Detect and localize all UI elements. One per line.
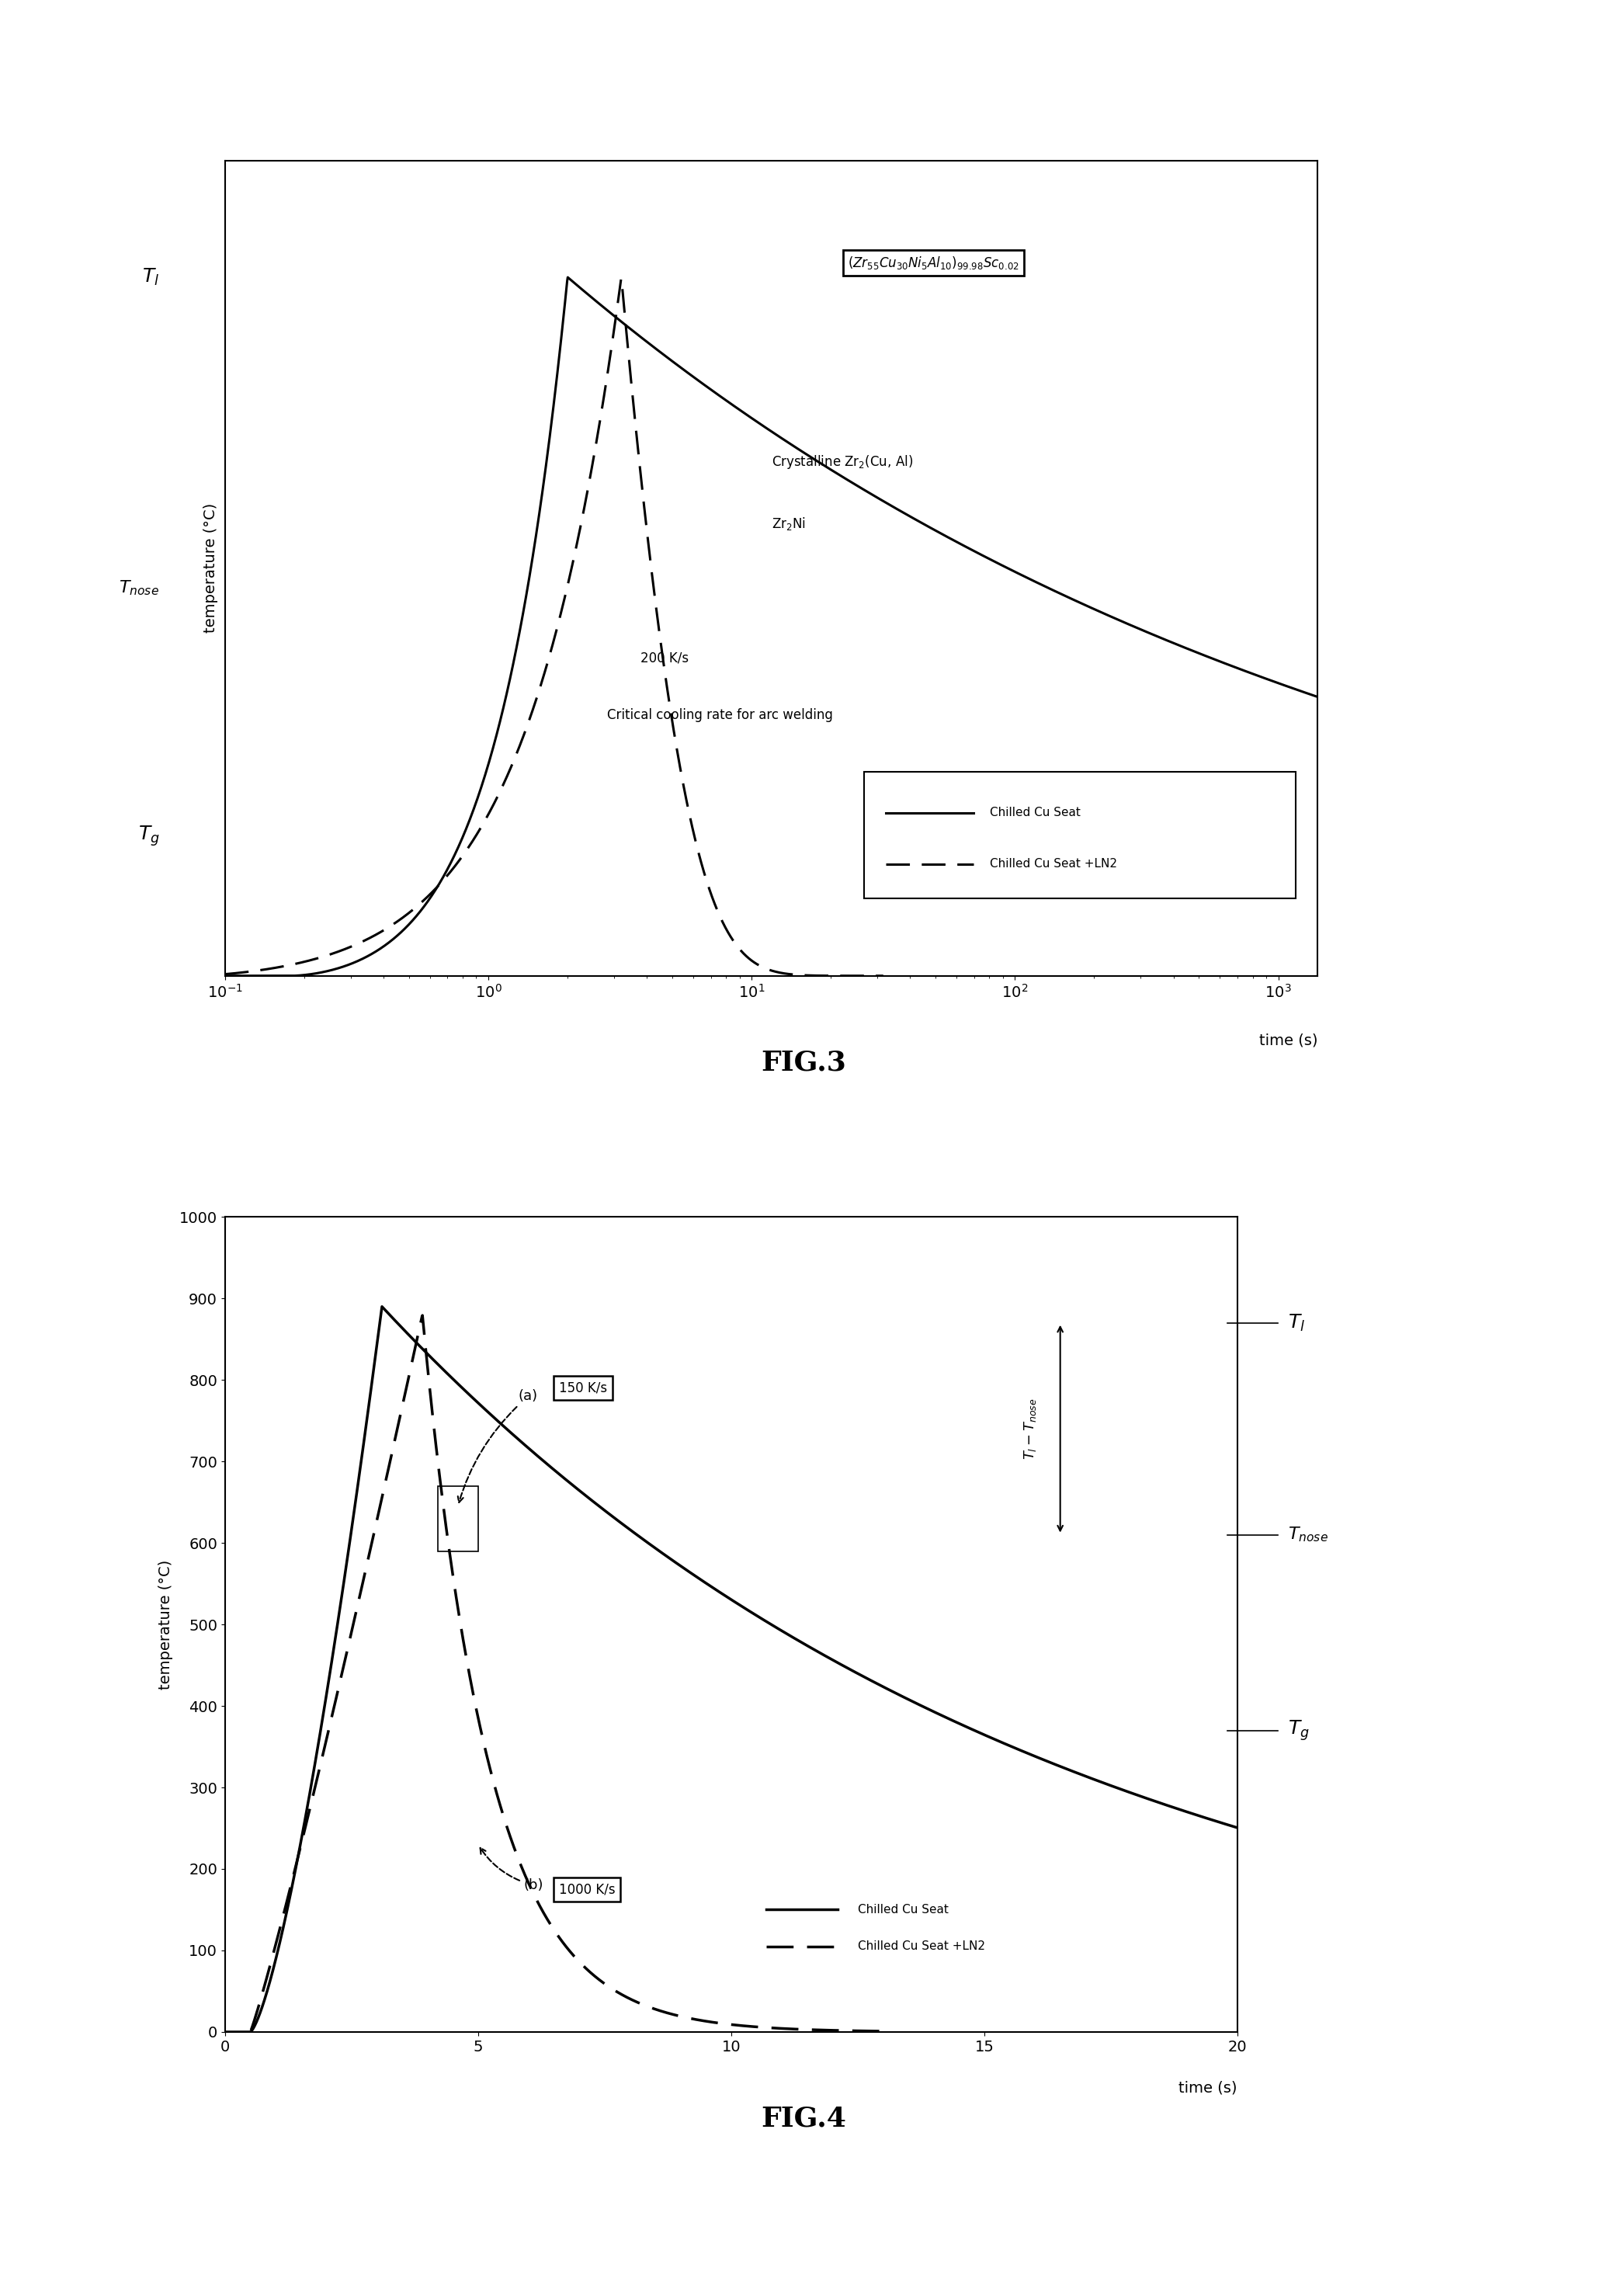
Text: $T_{nose}$: $T_{nose}$ xyxy=(1289,1525,1329,1543)
Text: $T_{nose}$: $T_{nose}$ xyxy=(119,579,159,597)
Text: Crystalline Zr$_2$(Cu, Al): Crystalline Zr$_2$(Cu, Al) xyxy=(771,455,913,471)
Text: $(Zr_{55}Cu_{30}Ni_5Al_{10})_{99.98}Sc_{0.02}$: $(Zr_{55}Cu_{30}Ni_5Al_{10})_{99.98}Sc_{… xyxy=(848,255,1019,271)
Y-axis label: temperature (°C): temperature (°C) xyxy=(157,1559,174,1690)
Y-axis label: temperature (°C): temperature (°C) xyxy=(204,503,219,634)
Text: Chilled Cu Seat: Chilled Cu Seat xyxy=(858,1903,948,1915)
Text: $T_l$: $T_l$ xyxy=(1289,1313,1305,1334)
Text: (a): (a) xyxy=(458,1389,538,1502)
Text: Critical cooling rate for arc welding: Critical cooling rate for arc welding xyxy=(607,707,834,723)
Text: $T_g$: $T_g$ xyxy=(138,824,159,847)
Text: Zr$_2$Ni: Zr$_2$Ni xyxy=(771,514,805,533)
Text: (b): (b) xyxy=(480,1848,543,1892)
Text: $T_l - T_{nose}$: $T_l - T_{nose}$ xyxy=(1022,1398,1038,1460)
Bar xyxy=(437,1486,479,1552)
Text: 1000 K/s: 1000 K/s xyxy=(559,1883,615,1896)
Text: Chilled Cu Seat +LN2: Chilled Cu Seat +LN2 xyxy=(990,859,1117,870)
Text: time (s): time (s) xyxy=(1180,2080,1237,2096)
Bar xyxy=(865,771,1295,898)
Text: time (s): time (s) xyxy=(1260,1033,1318,1047)
Text: FIG.3: FIG.3 xyxy=(760,1049,847,1075)
Text: 200 K/s: 200 K/s xyxy=(640,652,688,666)
Text: $T_g$: $T_g$ xyxy=(1289,1717,1310,1743)
Text: Chilled Cu Seat: Chilled Cu Seat xyxy=(990,806,1080,820)
Text: 150 K/s: 150 K/s xyxy=(559,1382,607,1396)
Text: Chilled Cu Seat +LN2: Chilled Cu Seat +LN2 xyxy=(858,1940,985,1952)
Text: FIG.4: FIG.4 xyxy=(760,2105,847,2131)
Text: $T_l$: $T_l$ xyxy=(143,266,159,287)
